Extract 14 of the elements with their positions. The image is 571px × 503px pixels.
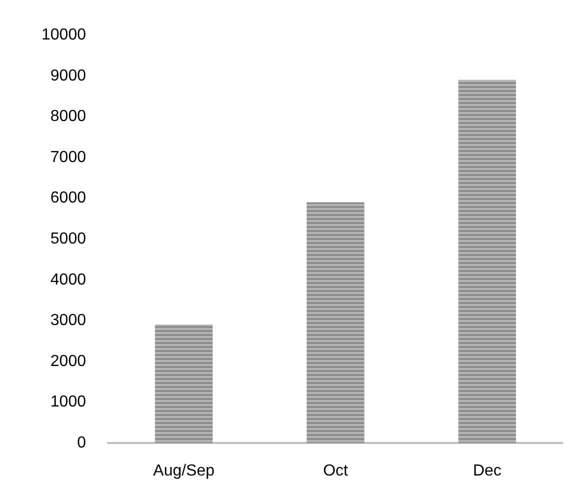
y-tick-label: 4000 [50, 271, 86, 288]
y-tick-label: 0 [77, 434, 86, 452]
y-tick-label: 7000 [50, 148, 86, 166]
x-tick-label: Oct [323, 462, 348, 480]
x-tick-label: Dec [472, 462, 502, 480]
x-tick-label: Aug/Sep [153, 462, 215, 480]
y-tick-label: 1000 [50, 394, 86, 411]
y-tick-label: 3000 [50, 312, 86, 330]
y-tick-label: 2000 [50, 352, 86, 370]
y-tick-label: 9000 [50, 67, 86, 84]
y-tick-label: 6000 [50, 190, 86, 207]
y-tick-label: 5000 [50, 230, 86, 248]
y-tick-label: 10000 [42, 26, 86, 44]
y-tick-label: 8000 [50, 108, 86, 126]
